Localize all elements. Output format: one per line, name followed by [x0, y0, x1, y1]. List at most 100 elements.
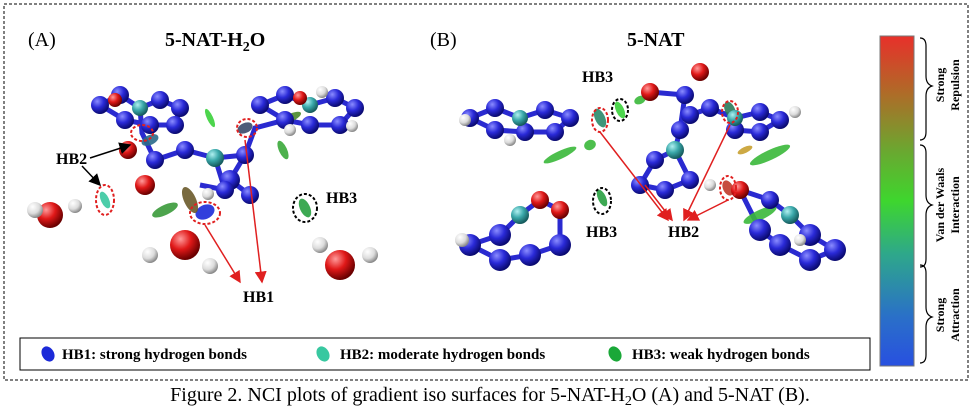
atom — [681, 171, 699, 189]
isosurface — [736, 144, 753, 156]
atom — [91, 96, 109, 114]
panel-title: 5-NAT — [627, 29, 685, 51]
atom — [511, 206, 529, 224]
atom — [489, 249, 511, 271]
atom — [691, 63, 709, 81]
isosurface — [296, 197, 314, 219]
panel-title: 5-NAT-H2O — [165, 29, 265, 55]
color-bar-label: Repulsion — [948, 59, 962, 111]
annotation: HB3 — [326, 190, 357, 207]
atom — [202, 188, 214, 200]
atom — [799, 249, 821, 271]
atom — [681, 106, 699, 124]
atom — [549, 234, 571, 256]
arrow — [82, 166, 100, 185]
atom — [132, 100, 148, 116]
atom — [486, 99, 504, 117]
atom — [824, 239, 846, 261]
color-bar-label: Strong — [933, 68, 947, 102]
braces — [920, 38, 932, 363]
atom — [761, 191, 779, 209]
isosurface — [203, 108, 217, 129]
arrow — [688, 200, 728, 220]
panel-label: (B) — [430, 29, 457, 51]
legend-entry: HB3: weak hydrogen bonds — [632, 347, 810, 363]
atom — [241, 186, 259, 204]
atom — [531, 191, 549, 209]
atom — [236, 146, 254, 164]
atom — [202, 258, 218, 274]
atom — [176, 141, 194, 159]
legend-entry: HB2: moderate hydrogen bonds — [340, 347, 545, 363]
annotation: HB3 — [582, 69, 613, 86]
atom — [769, 234, 791, 256]
isosurface — [98, 190, 113, 210]
atom — [326, 89, 344, 107]
atom — [251, 96, 269, 114]
atom — [489, 224, 511, 246]
atom — [301, 116, 319, 134]
atom — [216, 181, 234, 199]
figure: (A) 5-NAT-H2O HB2 HB3 HB1 (B) 5-NAT HB3 … — [0, 0, 974, 407]
atom — [704, 179, 716, 191]
atom — [166, 116, 184, 134]
annotation: HB2 — [668, 224, 699, 241]
annotation: HB1 — [243, 289, 274, 306]
legend-entry: HB1: strong hydrogen bonds — [62, 347, 247, 363]
atom — [749, 219, 771, 241]
molecules — [27, 63, 846, 282]
atom — [546, 123, 564, 141]
atom — [701, 99, 719, 117]
atom — [135, 175, 155, 195]
isosurface — [582, 138, 597, 152]
atom — [316, 86, 328, 98]
atom — [519, 244, 541, 266]
atom — [68, 199, 82, 213]
atom — [751, 103, 769, 121]
color-bar-label: Strong — [933, 298, 947, 332]
atom — [142, 247, 158, 263]
atom — [362, 247, 378, 263]
atom — [119, 141, 137, 159]
isosurface — [150, 200, 180, 221]
color-bar — [880, 36, 914, 366]
panel-label: (A) — [28, 29, 56, 51]
atom — [346, 120, 358, 132]
atom — [486, 121, 504, 139]
atom — [312, 237, 328, 253]
atom — [455, 233, 469, 247]
atom — [27, 202, 43, 218]
annotation: HB2 — [56, 151, 87, 168]
arrow — [245, 140, 262, 282]
isosurface — [748, 141, 792, 169]
atom — [641, 83, 659, 101]
atom — [206, 149, 224, 167]
atom — [771, 111, 789, 129]
annotation: HB3 — [586, 224, 617, 241]
atom — [676, 86, 694, 104]
atom — [671, 121, 689, 139]
isosurface — [542, 144, 578, 166]
atom — [751, 123, 769, 141]
atom — [146, 151, 164, 169]
atom — [346, 99, 364, 117]
atom — [731, 181, 749, 199]
isosurface — [275, 139, 291, 161]
atom — [794, 234, 806, 246]
atom — [504, 134, 516, 146]
atom — [151, 91, 169, 109]
color-bar-label: Attraction — [948, 288, 962, 342]
atom — [116, 111, 134, 129]
atom — [171, 99, 189, 117]
atom — [293, 91, 307, 105]
atom — [459, 114, 471, 126]
color-bar-label: Van der Waals — [933, 167, 947, 242]
color-bar-label: Interaction — [948, 176, 962, 234]
atom — [656, 181, 674, 199]
atom — [789, 106, 801, 118]
atom — [536, 101, 554, 119]
atom — [325, 250, 355, 280]
atom — [512, 110, 528, 126]
atom — [284, 124, 296, 136]
atom — [666, 141, 684, 159]
